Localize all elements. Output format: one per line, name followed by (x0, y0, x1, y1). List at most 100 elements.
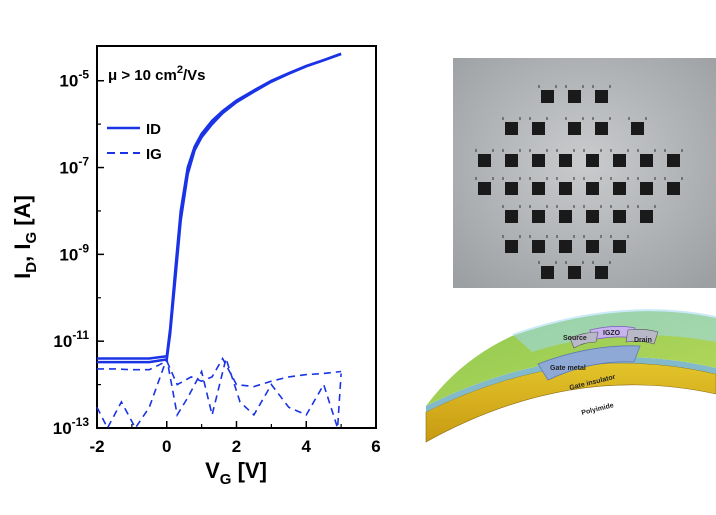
tft-contact (529, 235, 548, 238)
tft-device (640, 210, 653, 223)
tft-contact (565, 261, 584, 264)
tft-device (613, 182, 626, 195)
source-label: Source (563, 335, 587, 342)
tft-device (640, 154, 653, 167)
tft-device (595, 90, 608, 103)
source-electrode (569, 331, 599, 349)
y-tick-label: 10-11 (53, 328, 89, 351)
series-ig-line (97, 356, 342, 388)
legend-ig-label: IG (146, 146, 162, 163)
gate-metal-label: Gate metal (550, 365, 586, 372)
tft-device (532, 210, 545, 223)
tft-contact (556, 235, 575, 238)
tft-contact (529, 205, 548, 208)
tft-device (559, 154, 572, 167)
tft-contact (637, 205, 656, 208)
tft-device (541, 90, 554, 103)
tft-contact (610, 205, 629, 208)
tft-contact (529, 117, 548, 120)
y-axis-label: ID, IG [A] (10, 195, 40, 279)
tft-device (559, 210, 572, 223)
x-tick-label: -2 (89, 437, 104, 456)
tft-device (541, 266, 554, 279)
tft-device (640, 182, 653, 195)
tft-device (667, 182, 680, 195)
series-id-line (97, 52, 342, 364)
tft-device (532, 240, 545, 253)
tft-contact (583, 205, 602, 208)
igzo-label: IGZO (603, 330, 621, 337)
tft-contact (664, 177, 683, 180)
x-tick-label: 6 (371, 437, 380, 456)
y-tick-label: 10-9 (59, 241, 89, 264)
tft-device (595, 122, 608, 135)
tft-contact (637, 177, 656, 180)
tft-device (505, 122, 518, 135)
tft-device (505, 240, 518, 253)
x-tick-label: 0 (162, 437, 171, 456)
tft-contact (556, 177, 575, 180)
tft-device (613, 154, 626, 167)
tft-contact (592, 85, 611, 88)
tft-contact (502, 149, 521, 152)
y-tick-label: 10-5 (59, 68, 89, 91)
tft-contact (583, 177, 602, 180)
gate-metal-shape (537, 345, 641, 381)
tft-contact (610, 235, 629, 238)
tft-device (478, 154, 491, 167)
tft-contact (529, 149, 548, 152)
tft-contact (565, 117, 584, 120)
tft-device (613, 210, 626, 223)
transfer-characteristic-chart: -2 0 2 4 6 10-5 10-7 10-9 10-11 10-13 μ > 10 cm2/… (10, 45, 381, 488)
tft-contact (583, 149, 602, 152)
tft-contact (664, 149, 683, 152)
tft-contact (502, 117, 521, 120)
tft-device (505, 210, 518, 223)
tft-device (532, 122, 545, 135)
tft-contact (538, 85, 557, 88)
tft-contact (556, 149, 575, 152)
tft-contact (610, 177, 629, 180)
tft-contact (502, 235, 521, 238)
gate-insulator-layer (426, 357, 716, 412)
tft-device (505, 182, 518, 195)
y-tick-label: 10-7 (59, 155, 89, 178)
tft-device (568, 122, 581, 135)
polyimide-label: Polyimide (581, 402, 615, 417)
x-axis-label: VG [V] (205, 458, 267, 488)
tft-contact (565, 85, 584, 88)
x-tick-label: 2 (232, 437, 241, 456)
tft-device (631, 122, 644, 135)
x-tick-label: 4 (302, 437, 312, 456)
tft-device (532, 182, 545, 195)
flexible-tft-diagram: Source IGZO Drain Gate metal Gate insula… (425, 309, 716, 443)
tft-contact (475, 149, 494, 152)
tft-device (586, 182, 599, 195)
tft-device (559, 240, 572, 253)
tft-device (613, 240, 626, 253)
tft-device (478, 182, 491, 195)
legend-id-label: ID (146, 121, 161, 138)
tft-contact (475, 177, 494, 180)
tft-contact (538, 261, 557, 264)
device-array-photo (453, 58, 716, 288)
tft-device (568, 266, 581, 279)
series-ig-line (96, 355, 342, 430)
tft-device (586, 240, 599, 253)
tft-array (475, 85, 683, 279)
tft-device (568, 90, 581, 103)
tft-contact (637, 149, 656, 152)
y-tick-label: 10-13 (53, 415, 90, 438)
tft-device (532, 154, 545, 167)
tft-contact (556, 205, 575, 208)
tft-contact (583, 235, 602, 238)
drain-label: Drain (634, 337, 652, 344)
tft-contact (592, 117, 611, 120)
drain-electrode (625, 329, 659, 345)
series-layer (96, 52, 342, 430)
legend: ID IG (107, 121, 162, 163)
tft-contact (628, 117, 647, 120)
mobility-annotation: μ > 10 cm2/Vs (108, 64, 205, 84)
tft-contact (592, 261, 611, 264)
tft-contact (610, 149, 629, 152)
